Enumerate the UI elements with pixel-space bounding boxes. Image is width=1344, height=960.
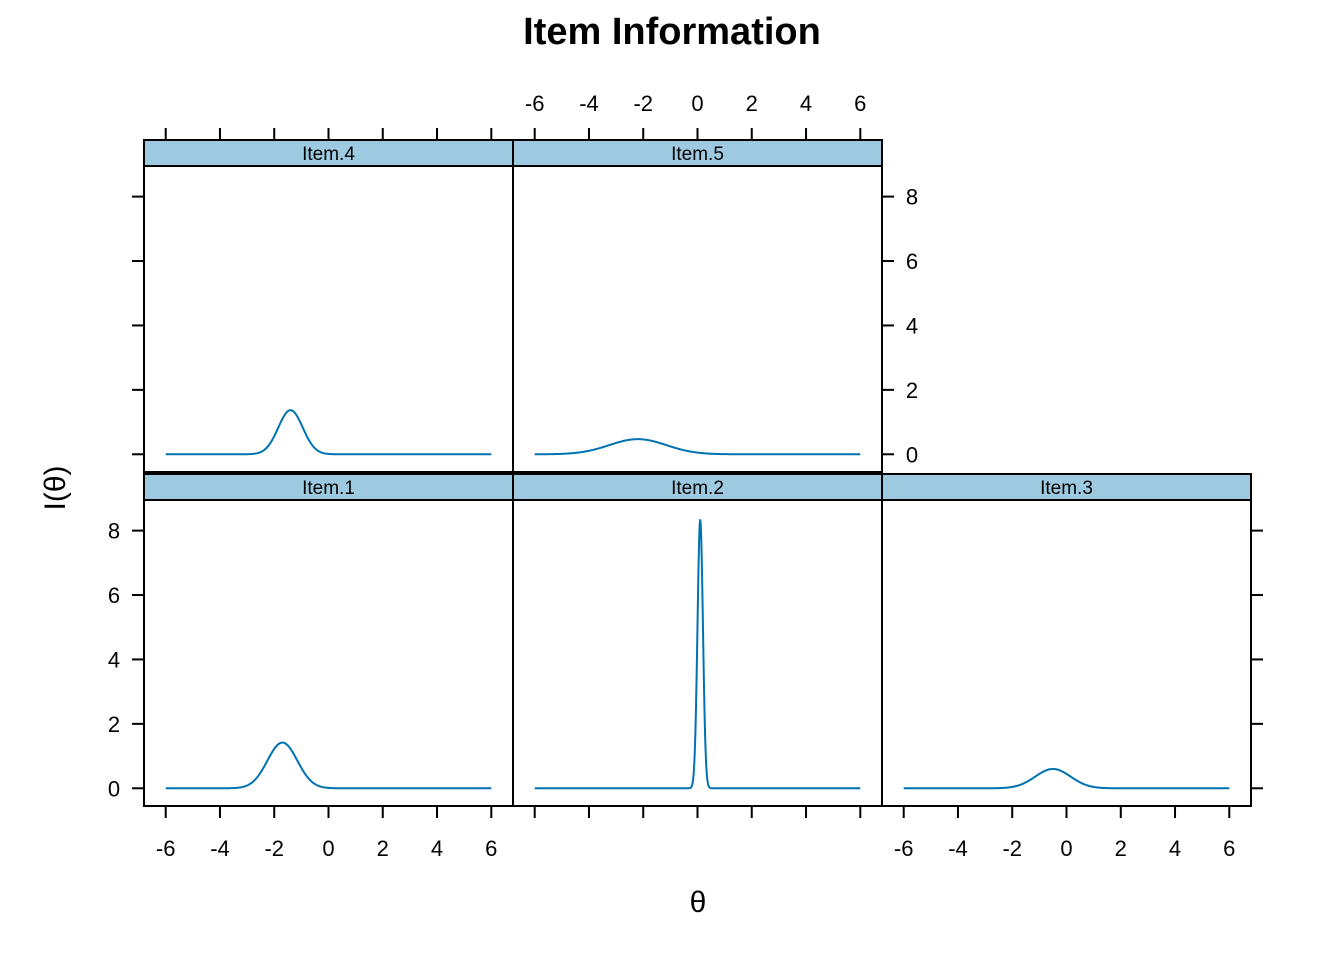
x-tick-label: -6 bbox=[156, 836, 176, 861]
x-tick-label: 0 bbox=[691, 91, 703, 116]
y-tick-label: 6 bbox=[108, 583, 120, 608]
panel-frame bbox=[881, 499, 1252, 807]
panel-strip-label: Item.1 bbox=[302, 478, 355, 499]
y-tick-label: 0 bbox=[906, 442, 918, 467]
y-tick-label: 4 bbox=[108, 647, 120, 672]
panel-item-2: Item.2 bbox=[512, 473, 883, 807]
x-tick-label: 2 bbox=[377, 836, 389, 861]
x-axis bbox=[164, 128, 493, 140]
panel-item-5: Item.5 bbox=[512, 139, 883, 473]
y-tick-label: 4 bbox=[906, 313, 918, 338]
y-axis: 0 2 4 6 8 bbox=[882, 185, 918, 467]
x-tick-label: 6 bbox=[485, 836, 497, 861]
x-tick-label: 0 bbox=[1060, 836, 1072, 861]
x-axis: -6 -4 -2 0 2 4 6 bbox=[525, 91, 866, 140]
x-tick-label: -2 bbox=[633, 91, 653, 116]
x-axis-label: θ bbox=[690, 886, 707, 919]
panel-strip-label: Item.2 bbox=[671, 478, 724, 499]
y-axis bbox=[1251, 529, 1263, 790]
x-tick-label: -2 bbox=[264, 836, 284, 861]
x-tick-label: 0 bbox=[322, 836, 334, 861]
y-tick-label: 0 bbox=[108, 776, 120, 801]
x-tick-label: -4 bbox=[210, 836, 230, 861]
x-tick-label: -6 bbox=[894, 836, 914, 861]
y-axis-label: I(θ) bbox=[39, 466, 72, 511]
information-curve bbox=[534, 438, 861, 456]
panel-strip-label: Item.3 bbox=[1040, 478, 1093, 499]
x-tick-label: 2 bbox=[1115, 836, 1127, 861]
panel-frame bbox=[512, 165, 883, 473]
y-tick-label: 8 bbox=[108, 519, 120, 544]
x-tick-label: 4 bbox=[431, 836, 443, 861]
x-tick-label: 4 bbox=[800, 91, 812, 116]
panel-grid: Item.1 Item.2 Item.3 Item.4 Item.5 -6 -4 -2 0 2 4 6… bbox=[108, 91, 1263, 861]
y-tick-label: 6 bbox=[906, 249, 918, 274]
x-tick-label: 6 bbox=[1223, 836, 1235, 861]
x-tick-label: -4 bbox=[948, 836, 968, 861]
x-axis: -6 -4 -2 0 2 4 6 bbox=[156, 806, 497, 861]
information-curve bbox=[165, 409, 492, 456]
panel-strip bbox=[881, 473, 1252, 501]
x-tick-label: -2 bbox=[1002, 836, 1022, 861]
y-tick-label: 2 bbox=[108, 712, 120, 737]
x-axis: -6 -4 -2 0 2 4 6 bbox=[894, 806, 1235, 861]
information-curve bbox=[534, 519, 861, 790]
y-tick-label: 2 bbox=[906, 378, 918, 403]
x-tick-label: -6 bbox=[525, 91, 545, 116]
panel-item-4: Item.4 bbox=[143, 139, 514, 473]
panel-strip-label: Item.4 bbox=[302, 144, 355, 165]
chart-title: Item Information bbox=[523, 11, 821, 53]
panel-item-3: Item.3 bbox=[881, 473, 1252, 807]
y-axis bbox=[132, 195, 144, 456]
x-tick-label: 6 bbox=[854, 91, 866, 116]
y-axis: 0 2 4 6 8 bbox=[108, 519, 144, 801]
x-tick-label: 4 bbox=[1169, 836, 1181, 861]
panel-frame bbox=[143, 165, 514, 473]
y-tick-label: 8 bbox=[906, 185, 918, 210]
x-tick-label: -4 bbox=[579, 91, 599, 116]
information-curve bbox=[903, 767, 1230, 790]
panel-strip-label: Item.5 bbox=[671, 144, 724, 165]
panel-frame bbox=[143, 499, 514, 807]
information-curve bbox=[165, 741, 492, 790]
x-axis bbox=[533, 806, 862, 818]
x-tick-label: 2 bbox=[746, 91, 758, 116]
panel-item-1: Item.1 bbox=[143, 473, 514, 807]
